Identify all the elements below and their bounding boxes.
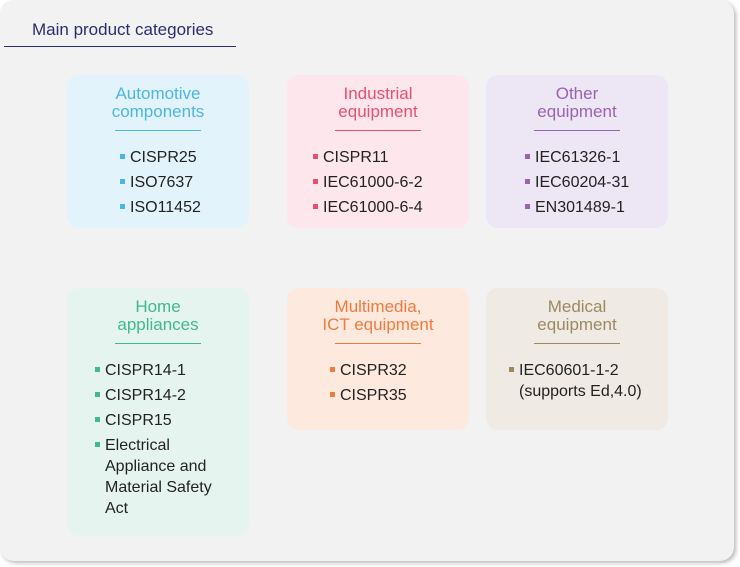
bullet-icon bbox=[509, 367, 514, 372]
bullet-icon bbox=[95, 392, 100, 397]
category-card-industrial: Industrial equipment CISPR11 IEC61000-6-… bbox=[287, 75, 469, 228]
bullet-icon bbox=[330, 367, 335, 372]
list-item: Electrical Appliance and Material Safety… bbox=[95, 435, 249, 519]
category-card-home-appliances: Home appliances CISPR14-1 CISPR14-2 CISP… bbox=[67, 288, 249, 536]
standard-label: IEC60601-1-2 (supports Ed,4.0) bbox=[519, 362, 642, 400]
list-item: ISO7637 bbox=[120, 172, 249, 193]
standard-label: CISPR14-2 bbox=[105, 387, 186, 404]
category-heading: Medical equipment bbox=[537, 297, 617, 334]
bullet-icon bbox=[330, 392, 335, 397]
bullet-icon bbox=[120, 179, 125, 184]
list-item: IEC60601-1-2 (supports Ed,4.0) bbox=[509, 360, 668, 402]
standards-list: CISPR32 CISPR35 bbox=[330, 360, 469, 406]
standard-label: CISPR14-1 bbox=[105, 362, 186, 379]
bullet-icon bbox=[525, 154, 530, 159]
standards-list: IEC60601-1-2 (supports Ed,4.0) bbox=[509, 360, 668, 402]
list-item: IEC61000-6-2 bbox=[313, 172, 469, 193]
bullet-icon bbox=[313, 154, 318, 159]
list-item: IEC60204-31 bbox=[525, 172, 668, 193]
standard-label: IEC61326-1 bbox=[535, 149, 621, 166]
standards-list: IEC61326-1 IEC60204-31 EN301489-1 bbox=[525, 147, 668, 218]
standard-label: CISPR32 bbox=[340, 362, 407, 379]
standards-list: CISPR11 IEC61000-6-2 IEC61000-6-4 bbox=[313, 147, 469, 218]
heading-divider bbox=[335, 130, 421, 131]
list-item: EN301489-1 bbox=[525, 197, 668, 218]
category-card-medical: Medical equipment IEC60601-1-2 (supports… bbox=[486, 288, 668, 430]
list-item: CISPR15 bbox=[95, 410, 249, 431]
standard-label: EN301489-1 bbox=[535, 199, 625, 216]
category-heading: Home appliances bbox=[117, 297, 199, 334]
standard-label: CISPR15 bbox=[105, 412, 172, 429]
standard-label: ISO7637 bbox=[130, 174, 194, 191]
standards-list: CISPR25 ISO7637 ISO11452 bbox=[120, 147, 249, 218]
category-heading: Other equipment bbox=[537, 84, 617, 121]
standard-label: ISO11452 bbox=[130, 199, 201, 216]
standards-list: CISPR14-1 CISPR14-2 CISPR15 Electrical A… bbox=[95, 360, 249, 519]
bullet-icon bbox=[120, 154, 125, 159]
standard-label: IEC61000-6-4 bbox=[323, 199, 423, 216]
standard-label: IEC61000-6-2 bbox=[323, 174, 423, 191]
heading-divider bbox=[115, 130, 201, 131]
heading-divider bbox=[534, 130, 620, 131]
category-heading: Multimedia, ICT equipment bbox=[322, 297, 434, 334]
standard-label: IEC60204-31 bbox=[535, 174, 630, 191]
category-card-multimedia-ict: Multimedia, ICT equipment CISPR32 CISPR3… bbox=[287, 288, 469, 430]
list-item: CISPR35 bbox=[330, 385, 469, 406]
standard-label: CISPR35 bbox=[340, 387, 407, 404]
bullet-icon bbox=[313, 204, 318, 209]
heading-divider bbox=[335, 343, 421, 344]
heading-divider bbox=[115, 343, 201, 344]
list-item: CISPR32 bbox=[330, 360, 469, 381]
category-heading: Automotive components bbox=[111, 84, 205, 121]
list-item: IEC61000-6-4 bbox=[313, 197, 469, 218]
list-item: CISPR14-1 bbox=[95, 360, 249, 381]
title-underline bbox=[4, 46, 236, 47]
standard-label: Electrical Appliance and Material Safety… bbox=[105, 437, 212, 517]
bullet-icon bbox=[525, 204, 530, 209]
standard-label: CISPR11 bbox=[323, 149, 389, 166]
category-card-automotive: Automotive components CISPR25 ISO7637 IS… bbox=[67, 75, 249, 228]
category-card-other: Other equipment IEC61326-1 IEC60204-31 E… bbox=[486, 75, 668, 228]
category-heading: Industrial equipment bbox=[338, 84, 418, 121]
bullet-icon bbox=[95, 442, 100, 447]
bullet-icon bbox=[95, 367, 100, 372]
list-item: CISPR14-2 bbox=[95, 385, 249, 406]
list-item: CISPR25 bbox=[120, 147, 249, 168]
bullet-icon bbox=[313, 179, 318, 184]
list-item: CISPR11 bbox=[313, 147, 469, 168]
heading-divider bbox=[534, 343, 620, 344]
list-item: IEC61326-1 bbox=[525, 147, 668, 168]
standard-label: CISPR25 bbox=[130, 149, 197, 166]
list-item: ISO11452 bbox=[120, 197, 249, 218]
page-title: Main product categories bbox=[32, 20, 214, 39]
bullet-icon bbox=[525, 179, 530, 184]
bullet-icon bbox=[95, 417, 100, 422]
bullet-icon bbox=[120, 204, 125, 209]
